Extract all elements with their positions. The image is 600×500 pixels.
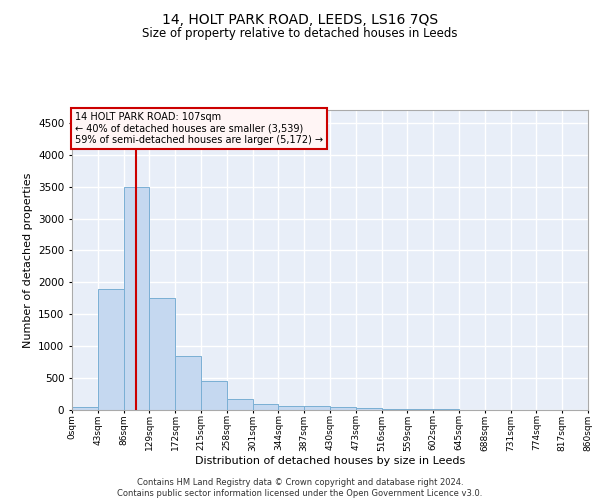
- Bar: [227, 400, 253, 410]
- Text: 14 HOLT PARK ROAD: 107sqm
← 40% of detached houses are smaller (3,539)
59% of se: 14 HOLT PARK ROAD: 107sqm ← 40% of detac…: [74, 112, 323, 144]
- Bar: [278, 406, 304, 410]
- Bar: [149, 298, 175, 410]
- Bar: [175, 356, 201, 410]
- Text: Size of property relative to detached houses in Leeds: Size of property relative to detached ho…: [142, 28, 458, 40]
- Text: 14, HOLT PARK ROAD, LEEDS, LS16 7QS: 14, HOLT PARK ROAD, LEEDS, LS16 7QS: [162, 12, 438, 26]
- Bar: [330, 408, 356, 410]
- Y-axis label: Number of detached properties: Number of detached properties: [23, 172, 32, 348]
- Bar: [382, 408, 407, 410]
- Text: Contains HM Land Registry data © Crown copyright and database right 2024.
Contai: Contains HM Land Registry data © Crown c…: [118, 478, 482, 498]
- Bar: [356, 408, 382, 410]
- Bar: [201, 380, 227, 410]
- Bar: [124, 186, 149, 410]
- Bar: [253, 404, 278, 410]
- Bar: [304, 406, 330, 410]
- Bar: [72, 407, 98, 410]
- Bar: [98, 288, 124, 410]
- X-axis label: Distribution of detached houses by size in Leeds: Distribution of detached houses by size …: [195, 456, 465, 466]
